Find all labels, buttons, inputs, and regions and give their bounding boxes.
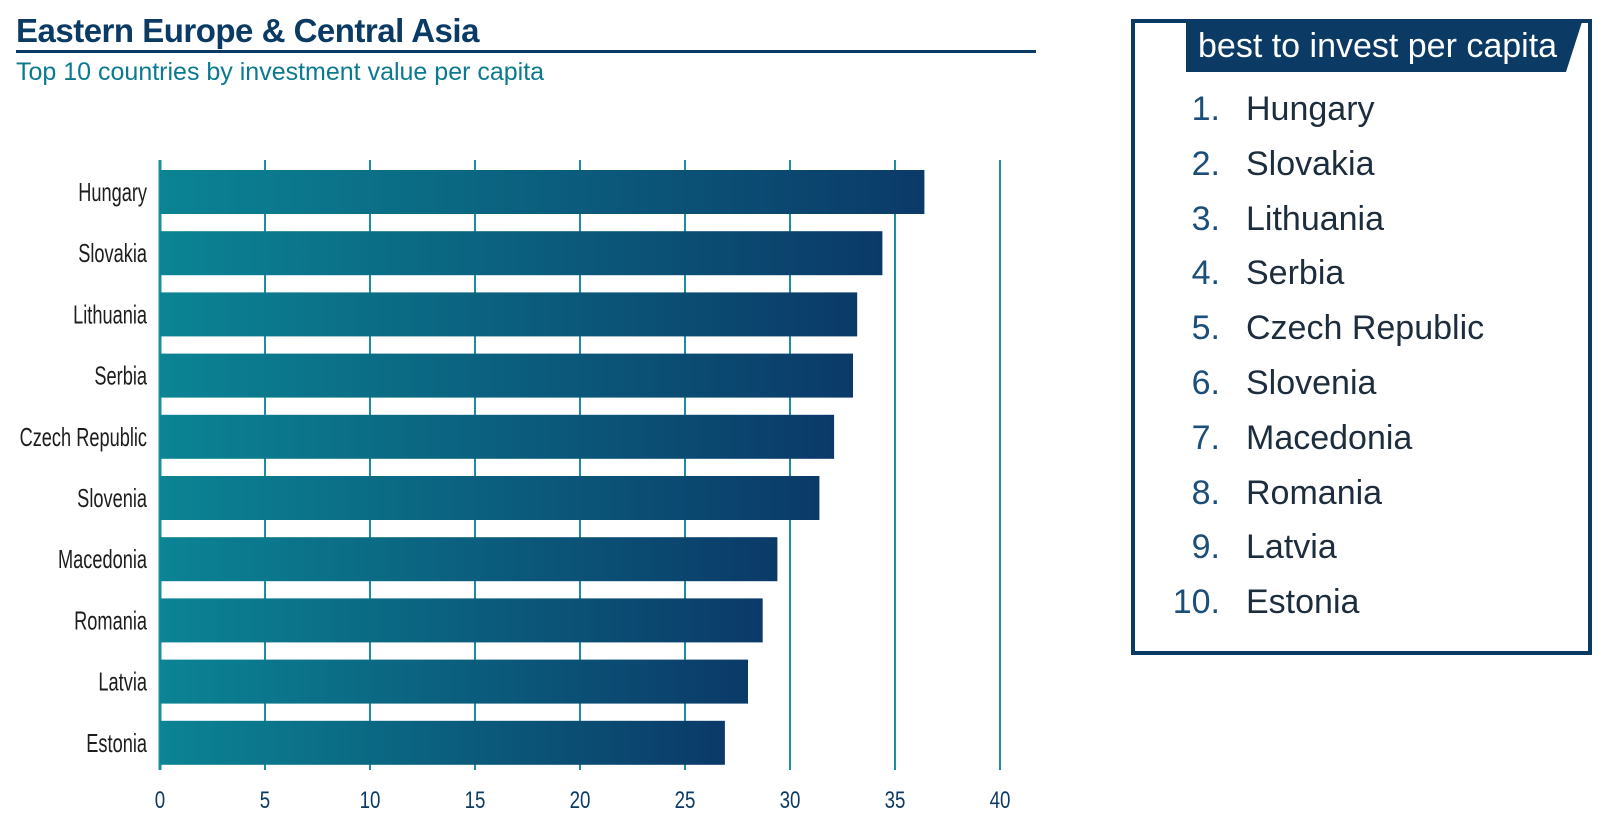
ranking-item: 2. Slovakia: [1160, 141, 1580, 196]
ranking-number: 1.: [1191, 90, 1220, 128]
chart-subtitle: Top 10 countries by investment value per…: [16, 58, 545, 86]
x-tick-label: 5: [260, 787, 270, 814]
category-label: Lithuania: [73, 300, 147, 329]
ranking-item: 4. Serbia: [1160, 250, 1580, 305]
bar: [160, 353, 853, 398]
title-divider: [16, 50, 1036, 53]
bar: [160, 537, 778, 582]
ranking-item: 8. Romania: [1160, 470, 1580, 525]
category-label: Hungary: [78, 178, 147, 207]
bar: [160, 720, 725, 765]
ranking-country: Hungary: [1246, 90, 1375, 128]
ranking-country: Slovakia: [1246, 144, 1375, 183]
ranking-number: 5.: [1191, 309, 1220, 348]
bar: [160, 292, 858, 337]
ranking-country: Serbia: [1246, 254, 1345, 293]
ranking-number: 9.: [1191, 528, 1220, 567]
x-tick-label: 25: [675, 787, 696, 814]
ranking-item: 10. Estonia: [1160, 579, 1580, 634]
x-tick-label: 40: [990, 787, 1011, 814]
ranking-country: Czech Republic: [1246, 309, 1485, 348]
x-tick-label: 30: [780, 787, 801, 814]
bar: [160, 414, 835, 459]
bar-chart: Hungary Slovakia Lithuania Serbia Czech Repu…: [20, 160, 1011, 814]
ranking-panel: [1131, 19, 1592, 655]
ranking-number: 8.: [1191, 473, 1220, 512]
ranking-header: best to invest per capita: [1186, 22, 1582, 72]
ranking-number: 3.: [1191, 199, 1220, 238]
ranking-number: 7.: [1191, 418, 1220, 457]
ranking-number: 2.: [1191, 144, 1220, 183]
ranking-country: Slovenia: [1246, 363, 1377, 402]
ranking-country: Latvia: [1246, 528, 1337, 567]
category-labels: Hungary Slovakia Lithuania Serbia Czech Repu…: [20, 178, 148, 758]
ranking-number: 10.: [1172, 583, 1220, 622]
bar: [160, 659, 748, 704]
category-label: Latvia: [98, 667, 147, 696]
ranking-item: 1. Hungary: [1160, 86, 1580, 141]
x-axis-ticks: 0 5 10 15 20 25 30 35 40: [155, 787, 1011, 814]
ranking-item: 7. Macedonia: [1160, 415, 1580, 470]
category-label: Serbia: [94, 361, 147, 390]
bar: [160, 598, 763, 643]
bars: [160, 170, 925, 765]
bar: [160, 170, 925, 214]
ranking-header-banner: [1186, 22, 1582, 72]
ranking-country: Lithuania: [1246, 199, 1385, 238]
category-label: Estonia: [86, 729, 147, 758]
bar: [160, 231, 883, 276]
ranking-item: 3. Lithuania: [1160, 196, 1580, 251]
x-tick-label: 10: [360, 787, 381, 814]
ranking-list: 1. Hungary 2. Slovakia 3. Lithuania 4. Serbia 5.…: [1160, 86, 1580, 634]
x-tick-label: 20: [570, 787, 591, 814]
ranking-country: Estonia: [1246, 583, 1360, 622]
ranking-item: 5. Czech Republic: [1160, 305, 1580, 360]
chart-title: Eastern Europe & Central Asia: [16, 12, 479, 49]
ranking-country: Macedonia: [1246, 418, 1413, 457]
ranking-number: 4.: [1191, 254, 1220, 293]
ranking-header-text: best to invest per capita: [1198, 27, 1558, 65]
ranking-country: Romania: [1246, 473, 1383, 512]
x-tick-label: 0: [155, 787, 165, 814]
x-tick-label: 15: [465, 787, 486, 814]
ranking-item: 9. Latvia: [1160, 524, 1580, 579]
category-label: Romania: [74, 606, 147, 635]
category-label: Slovakia: [78, 239, 147, 268]
bar: [160, 476, 820, 520]
category-label: Slovenia: [77, 484, 147, 513]
ranking-number: 6.: [1191, 363, 1220, 402]
category-label: Czech Republic: [20, 423, 147, 452]
category-label: Macedonia: [58, 545, 147, 574]
x-tick-label: 35: [885, 787, 906, 814]
ranking-item: 6. Slovenia: [1160, 360, 1580, 415]
